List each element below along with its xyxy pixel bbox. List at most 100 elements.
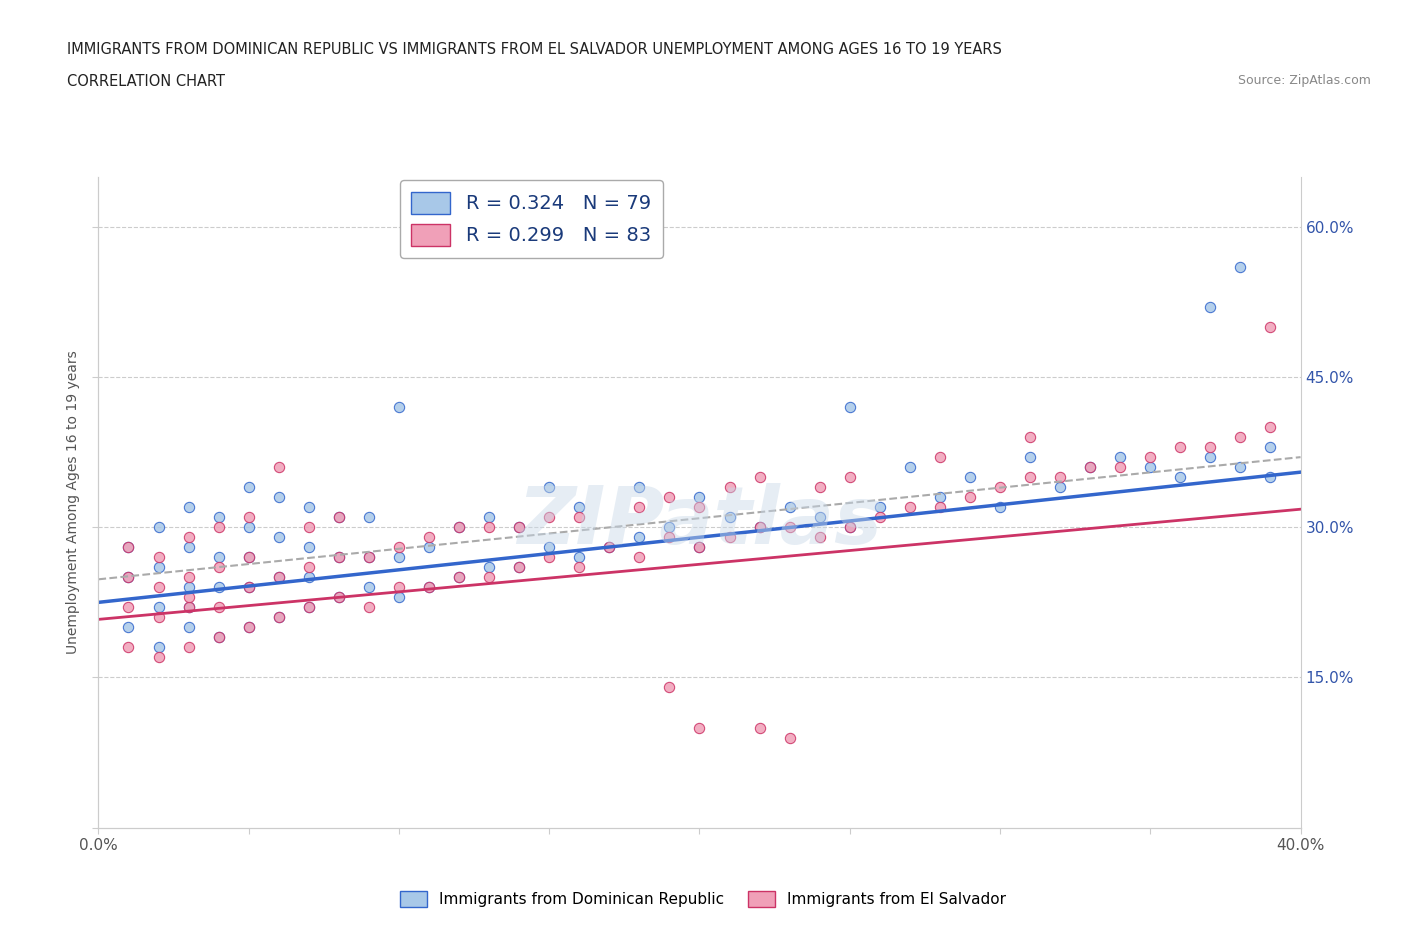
Point [388,550,411,565]
Point [208,630,231,644]
Point [117,570,139,585]
Point [568,510,591,525]
Point [568,560,591,575]
Point [568,499,591,514]
Point [208,550,231,565]
Point [538,539,561,554]
Point [869,510,891,525]
Point [658,680,681,695]
Point [148,600,170,615]
Point [267,459,290,474]
Point [718,510,741,525]
Point [447,570,470,585]
Point [238,550,260,565]
Point [1078,459,1101,474]
Point [748,520,770,535]
Point [357,580,380,595]
Point [208,630,231,644]
Point [929,499,952,514]
Point [238,580,260,595]
Point [538,550,561,565]
Point [357,600,380,615]
Point [1199,440,1222,455]
Point [208,520,231,535]
Point [267,610,290,625]
Point [1019,430,1042,445]
Point [177,530,200,545]
Point [357,510,380,525]
Point [148,560,170,575]
Point [328,550,350,565]
Point [208,600,231,615]
Point [1049,480,1071,495]
Point [689,490,711,505]
Point [298,600,321,615]
Point [418,539,440,554]
Point [1019,450,1042,465]
Point [177,620,200,635]
Point [418,530,440,545]
Point [1139,459,1161,474]
Point [838,520,860,535]
Point [177,580,200,595]
Point [418,580,440,595]
Point [238,520,260,535]
Point [838,400,860,415]
Point [1019,470,1042,485]
Point [117,539,139,554]
Point [988,480,1011,495]
Point [298,560,321,575]
Point [658,520,681,535]
Legend: Immigrants from Dominican Republic, Immigrants from El Salvador: Immigrants from Dominican Republic, Immi… [394,884,1012,913]
Point [628,499,651,514]
Point [388,590,411,604]
Point [538,480,561,495]
Point [177,539,200,554]
Point [508,560,530,575]
Point [388,400,411,415]
Point [298,520,321,535]
Point [328,590,350,604]
Point [267,490,290,505]
Point [177,590,200,604]
Point [959,470,981,485]
Point [1229,430,1251,445]
Point [1260,419,1282,434]
Point [959,490,981,505]
Point [748,520,770,535]
Point [447,520,470,535]
Point [208,580,231,595]
Point [148,550,170,565]
Point [177,600,200,615]
Point [1260,440,1282,455]
Point [447,570,470,585]
Point [779,730,801,745]
Point [1260,470,1282,485]
Point [838,470,860,485]
Point [598,539,620,554]
Point [388,580,411,595]
Point [508,520,530,535]
Point [117,640,139,655]
Point [1078,459,1101,474]
Text: ZIPatlas: ZIPatlas [517,483,882,561]
Point [208,560,231,575]
Point [177,600,200,615]
Point [898,459,921,474]
Point [148,580,170,595]
Point [328,590,350,604]
Point [238,580,260,595]
Point [779,499,801,514]
Point [689,539,711,554]
Point [658,490,681,505]
Point [689,499,711,514]
Point [929,450,952,465]
Point [148,640,170,655]
Text: Source: ZipAtlas.com: Source: ZipAtlas.com [1237,74,1371,87]
Point [267,570,290,585]
Point [1199,450,1222,465]
Point [988,499,1011,514]
Point [177,570,200,585]
Point [808,480,831,495]
Point [538,510,561,525]
